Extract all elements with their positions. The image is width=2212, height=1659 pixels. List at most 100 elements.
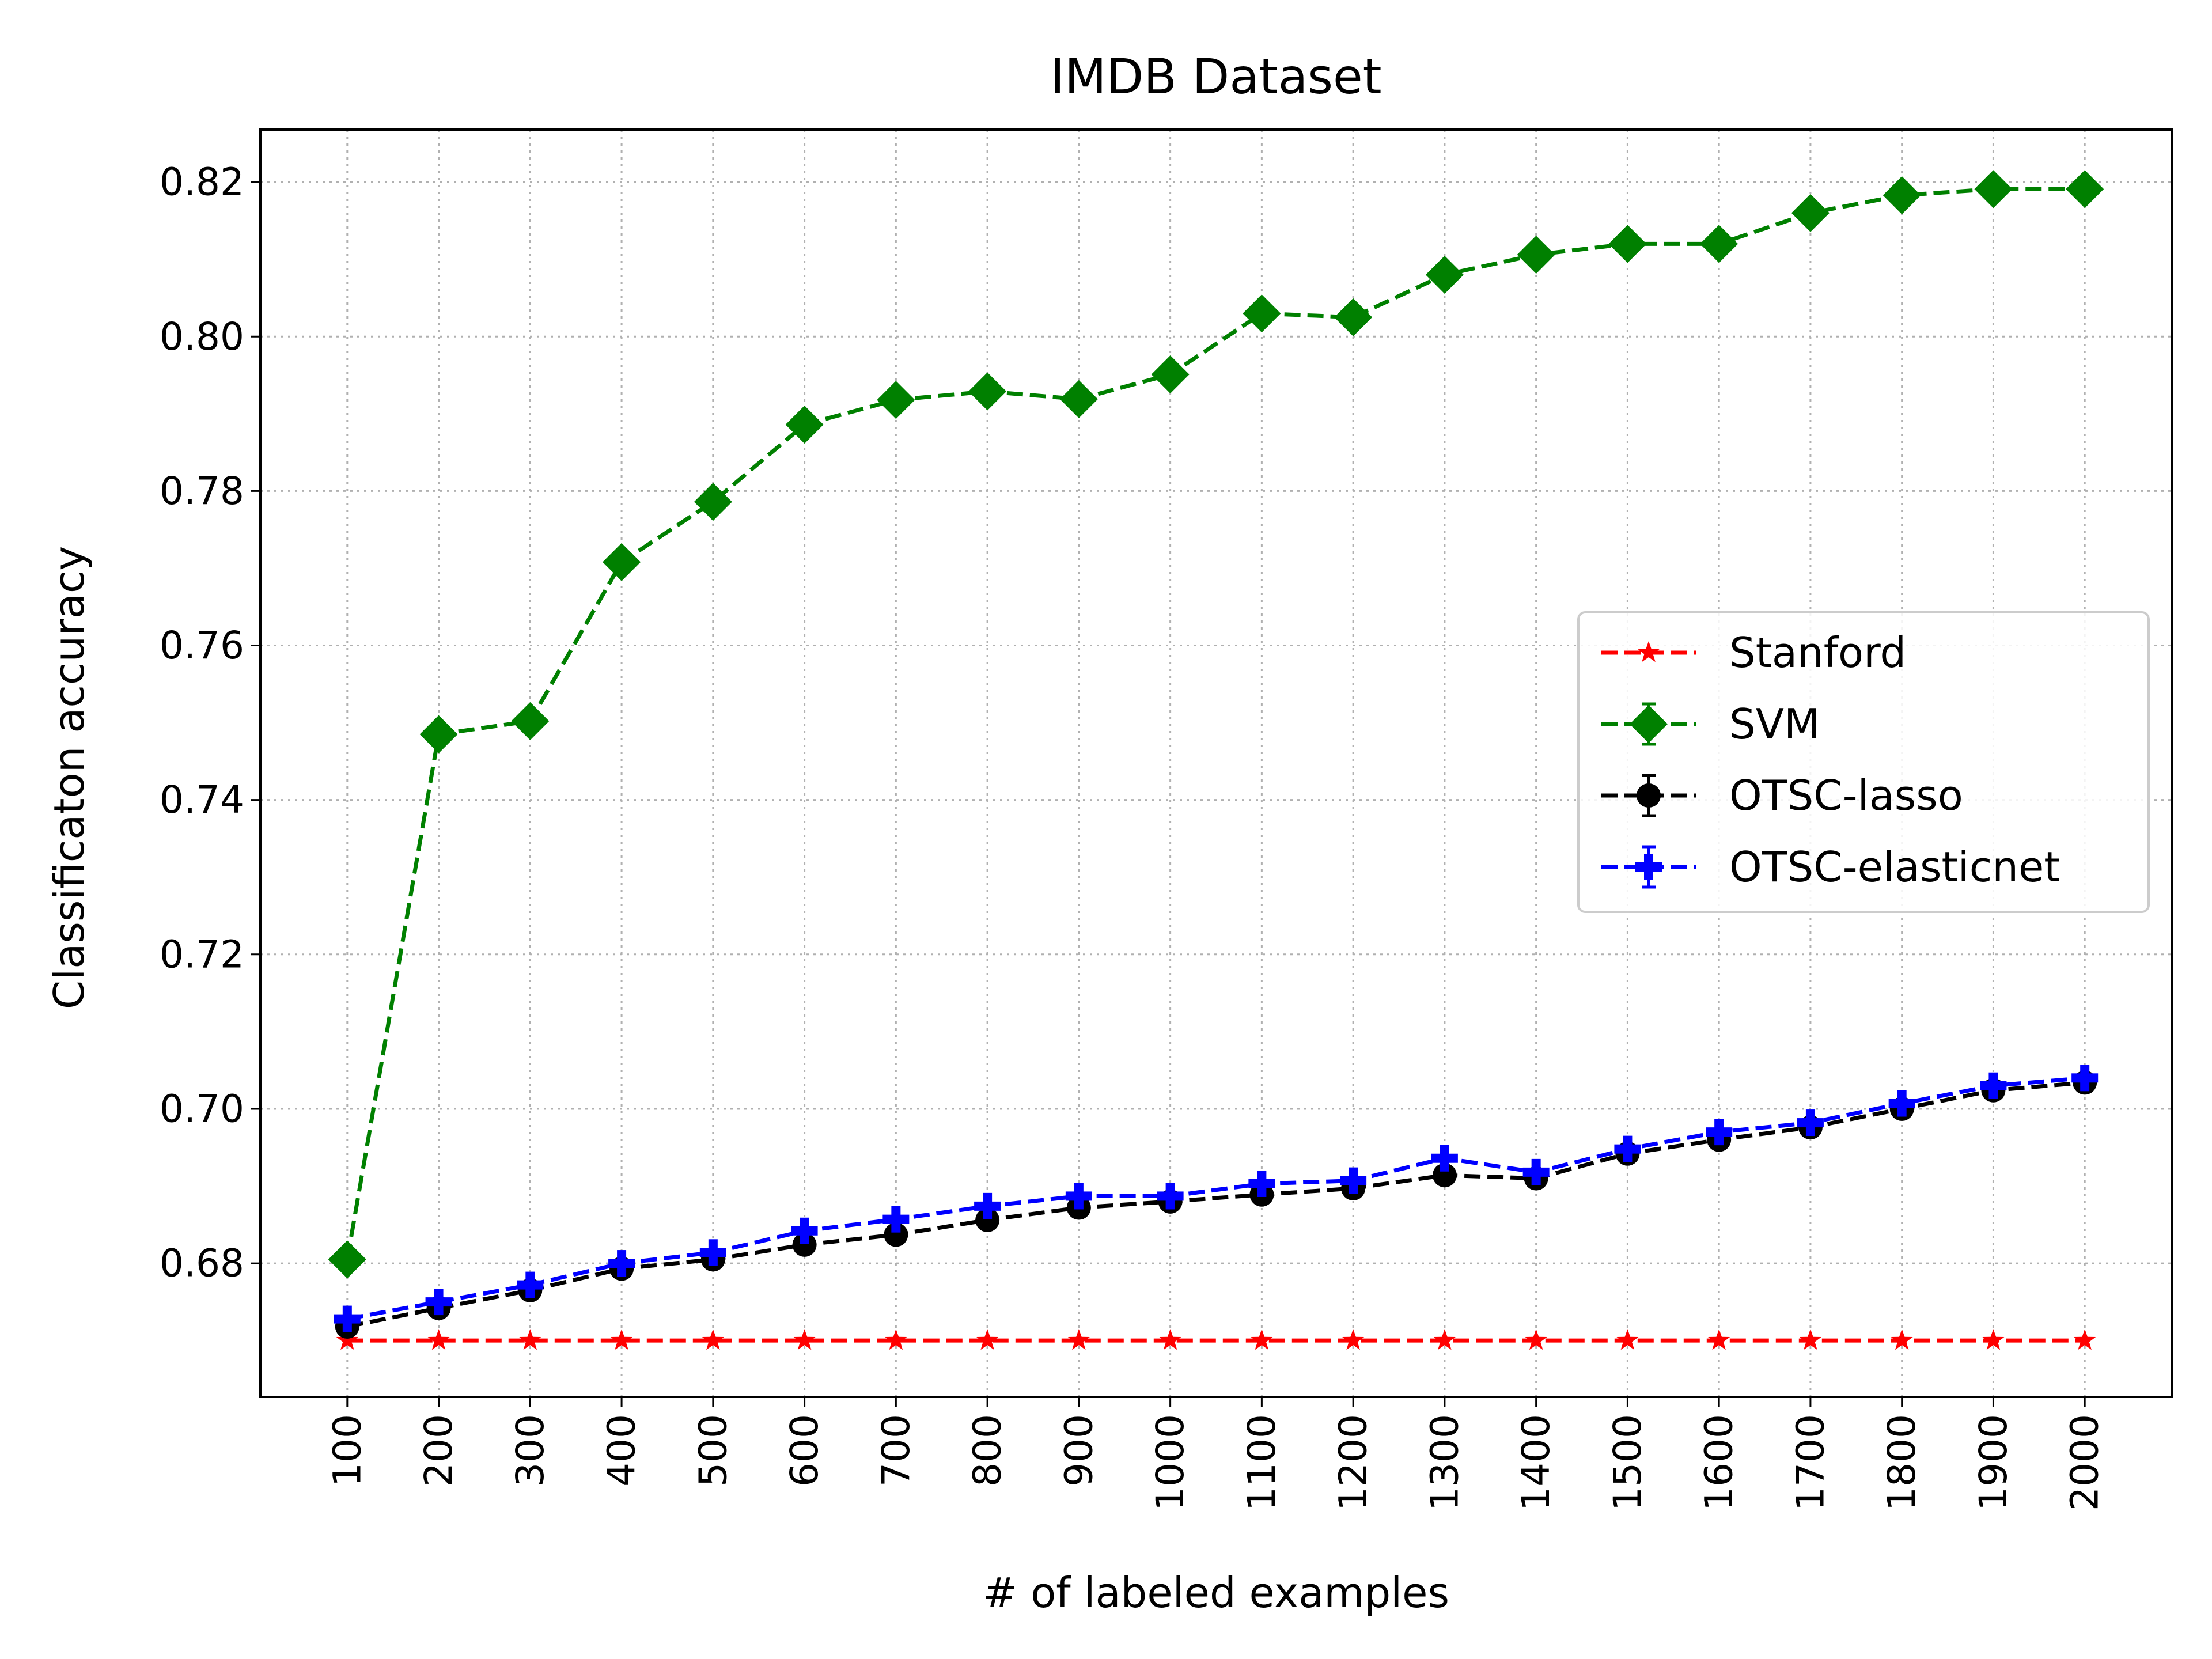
data-point [1706, 1119, 1733, 1146]
y-tick-label: 0.70 [160, 1086, 244, 1131]
series-svm [328, 170, 2104, 1279]
y-axis: 0.68 0.70 0.72 0.74 0.76 0.78 0.80 0.82 [160, 160, 260, 1286]
data-point [1791, 194, 1830, 232]
data-point [611, 1329, 633, 1350]
data-point [1614, 1135, 1641, 1162]
x-tick-label: 200 [416, 1414, 461, 1487]
data-point [885, 1329, 907, 1350]
x-tick-label: 700 [874, 1414, 918, 1487]
series-group [328, 170, 2104, 1350]
x-tick-label: 600 [782, 1414, 827, 1487]
y-tick-label: 0.78 [160, 469, 244, 513]
series-line [345, 187, 2085, 1260]
data-point [1608, 225, 1647, 263]
data-point [877, 381, 915, 419]
legend-item: OTSC-elasticnet [1601, 843, 2061, 891]
data-point [1616, 1329, 1639, 1350]
data-point [1342, 1329, 1365, 1350]
data-point [699, 1239, 726, 1266]
data-point [975, 1207, 1000, 1232]
series-line [347, 1080, 2085, 1329]
data-point [1065, 1183, 1092, 1210]
legend-marker [1638, 641, 1660, 662]
data-point [1432, 1163, 1457, 1188]
y-axis-label: Classificaton accuracy [45, 546, 93, 1009]
grid [260, 130, 2172, 1397]
legend-item: OTSC-lasso [1601, 771, 1963, 820]
legend-marker [1635, 854, 1662, 880]
x-tick-label: 1700 [1788, 1414, 1832, 1511]
legend-label: OTSC-elasticnet [1729, 843, 2061, 891]
data-point [1799, 1329, 1821, 1350]
data-point [882, 1206, 910, 1233]
data-point [334, 1305, 361, 1332]
x-tick-label: 300 [508, 1414, 552, 1487]
data-point [2066, 170, 2104, 209]
data-point [419, 715, 458, 753]
legend-marker [1630, 705, 1668, 743]
data-point [792, 1232, 817, 1257]
x-tick-label: 800 [965, 1414, 1010, 1487]
data-point [793, 1329, 816, 1350]
x-tick-label: 400 [600, 1414, 644, 1487]
data-point [1980, 1072, 2007, 1099]
data-point [1425, 256, 1464, 294]
data-point [1340, 1167, 1367, 1194]
data-point [884, 1222, 908, 1247]
data-point [1059, 380, 1098, 418]
data-point [974, 1192, 1001, 1219]
data-point [1151, 355, 1190, 393]
series-stanford [336, 1329, 2096, 1350]
data-point [1431, 1145, 1458, 1172]
data-point [968, 372, 1007, 411]
data-point [2071, 1065, 2099, 1092]
data-point [1248, 1170, 1275, 1197]
data-point [694, 483, 732, 521]
data-point [427, 1329, 450, 1350]
series-otsc-elasticnet [334, 1065, 2099, 1332]
x-tick-label: 1500 [1605, 1414, 1650, 1511]
legend-label: Stanford [1729, 628, 1906, 677]
data-point [1891, 1329, 1913, 1350]
x-tick-label: 500 [691, 1414, 735, 1487]
y-tick-label: 0.72 [160, 932, 244, 976]
y-tick-label: 0.80 [160, 315, 244, 359]
x-tick-label: 1400 [1514, 1414, 1558, 1511]
y-tick-label: 0.68 [160, 1241, 244, 1286]
data-point [511, 702, 550, 740]
data-point [517, 1271, 544, 1298]
x-tick-label: 1000 [1148, 1414, 1192, 1511]
legend-label: SVM [1729, 700, 1820, 748]
x-tick-label: 1800 [1880, 1414, 1924, 1511]
data-point [791, 1217, 818, 1244]
data-point [1433, 1329, 1456, 1350]
series-line [347, 1075, 2085, 1321]
y-tick-label: 0.74 [160, 778, 244, 822]
x-tick-label: 1100 [1240, 1414, 1284, 1511]
data-point [1067, 1329, 1090, 1350]
data-point [1243, 294, 1281, 333]
data-point [785, 406, 824, 444]
x-axis: 100 200 300 400 500 600 700 800 900 1000 1100 1200 1… [325, 1397, 2107, 1511]
x-tick-label: 1300 [1422, 1414, 1467, 1511]
data-point [425, 1289, 452, 1316]
data-point [976, 1329, 999, 1350]
x-tick-label: 900 [1056, 1414, 1101, 1487]
data-point [1883, 176, 1921, 214]
x-tick-label: 2000 [2063, 1414, 2107, 1511]
x-tick-label: 100 [325, 1414, 369, 1487]
data-point [1708, 1329, 1730, 1350]
data-point [1525, 1329, 1547, 1350]
data-point [2074, 1329, 2096, 1350]
data-point [1797, 1109, 1824, 1137]
data-point [608, 1250, 635, 1277]
chart-title: IMDB Dataset [1050, 48, 1381, 105]
data-point [1700, 225, 1738, 263]
data-point [1251, 1329, 1273, 1350]
data-point [519, 1329, 541, 1350]
plot-frame [259, 128, 2173, 1398]
y-tick-label: 0.82 [160, 160, 244, 204]
data-point [1974, 170, 2013, 209]
data-point [328, 1240, 366, 1279]
